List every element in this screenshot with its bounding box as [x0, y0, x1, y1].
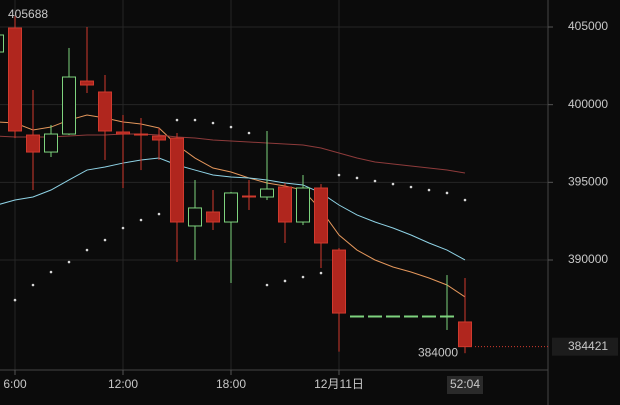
candle-body — [260, 188, 275, 198]
candle-body — [440, 315, 455, 318]
sar-dot — [301, 275, 305, 279]
sar-dot — [211, 121, 215, 125]
candle-body — [458, 321, 473, 348]
x-tick-label: 6:00 — [3, 377, 27, 391]
x-tick-label: 12:00 — [108, 377, 138, 391]
candle-body — [79, 80, 94, 86]
candle-body — [43, 133, 58, 153]
high-label: 405688 — [8, 7, 48, 21]
candle-body — [332, 249, 347, 314]
sar-dot — [355, 176, 359, 180]
sar-dot — [427, 188, 431, 192]
sar-dot — [373, 179, 377, 183]
sar-dot — [283, 279, 287, 283]
sar-dot — [319, 271, 323, 275]
sar-dot — [85, 248, 89, 252]
sar-dot — [463, 198, 467, 202]
sar-dot — [49, 270, 53, 274]
sar-dot — [409, 185, 413, 189]
candle-body — [314, 187, 329, 244]
last-price-label: 384421 — [568, 339, 608, 353]
countdown: 52:04 — [450, 377, 480, 391]
candle-body — [152, 135, 167, 141]
sar-dot — [121, 226, 125, 230]
sar-dot — [13, 298, 17, 302]
candle-body — [134, 133, 149, 136]
candle-body — [0, 34, 4, 53]
candle-body — [404, 315, 419, 318]
candle-body — [97, 91, 112, 132]
sar-dot — [67, 260, 71, 264]
moving-average-line — [0, 157, 466, 261]
candle-body — [278, 186, 293, 223]
candle-body — [115, 131, 130, 135]
axes: 390000 395000 400000 405000 6:00 12:00 18:00 12… — [3, 19, 618, 394]
sar-dot — [265, 283, 269, 287]
candle-body — [368, 315, 383, 318]
sar-dot — [103, 238, 107, 242]
candle-body — [25, 134, 40, 153]
y-tick-label: 390000 — [568, 252, 608, 266]
candle-body — [170, 137, 185, 223]
grid — [0, 0, 548, 370]
candle-body — [7, 27, 22, 132]
sar-dot — [139, 218, 143, 222]
candle-body — [386, 315, 401, 318]
y-tick-label: 395000 — [568, 175, 608, 189]
last-price-box — [552, 337, 618, 356]
sar-dot — [337, 173, 341, 177]
sar-dot — [193, 118, 197, 122]
candle-body — [206, 211, 221, 223]
sar-dot — [31, 283, 35, 287]
x-tick-label: 18:00 — [216, 377, 246, 391]
candle-body — [242, 195, 257, 198]
plot-area: 405688 — [0, 7, 473, 354]
candle-body — [61, 76, 76, 135]
moving-average-line — [0, 133, 466, 174]
sar-dot — [229, 125, 233, 129]
sar-dot — [157, 212, 161, 216]
y-tick-label: 400000 — [568, 97, 608, 111]
sar-dot — [445, 191, 449, 195]
candle-body — [422, 315, 437, 318]
x-tick-label: 12月11日 — [314, 377, 364, 391]
candle-body — [188, 207, 203, 227]
countdown-box — [447, 376, 484, 394]
low-label: 384000 — [418, 345, 458, 359]
candle-body — [296, 187, 311, 223]
y-tick-label: 405000 — [568, 19, 608, 33]
sar-dot — [175, 118, 179, 122]
sar-dot — [247, 131, 251, 135]
sar-dot — [391, 182, 395, 186]
candle-body — [350, 315, 365, 318]
candle-body — [224, 192, 239, 223]
